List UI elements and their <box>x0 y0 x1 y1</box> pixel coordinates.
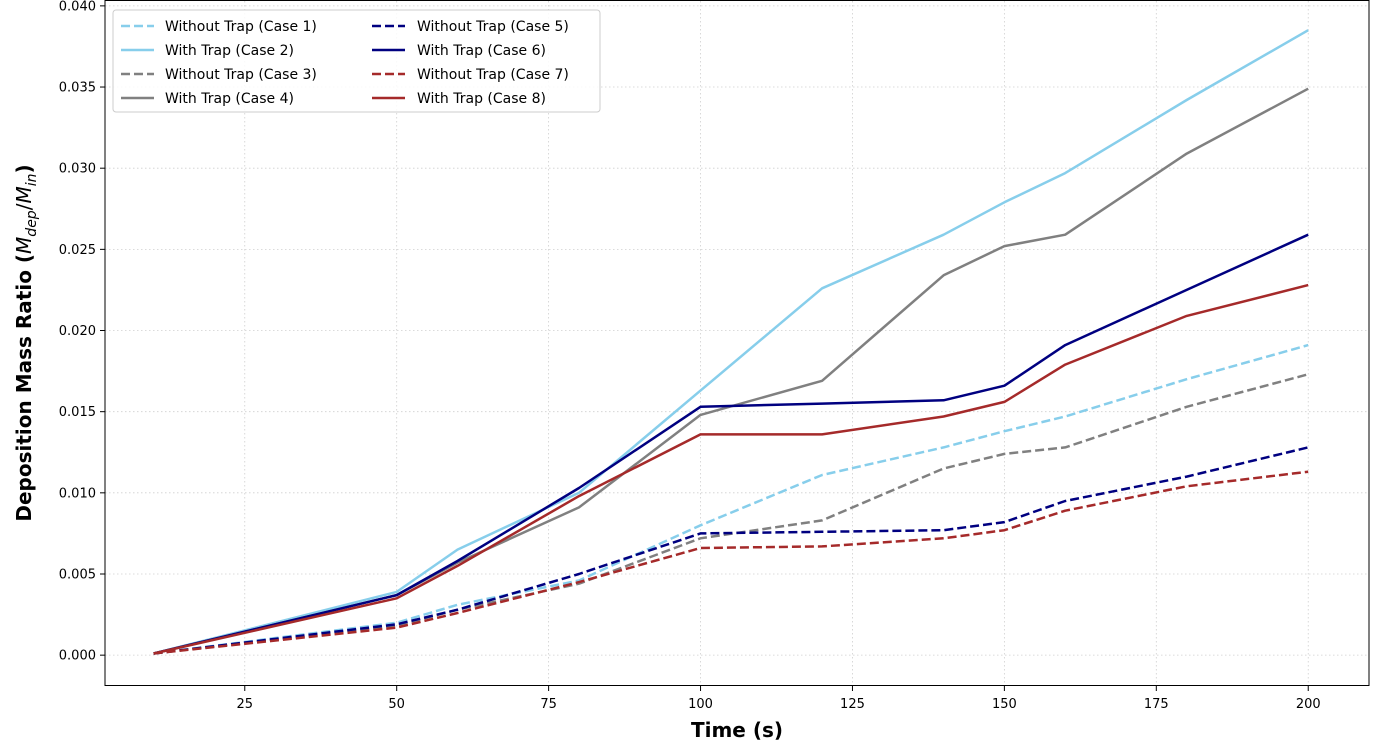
legend-label-case-6: With Trap (Case 6) <box>417 43 546 59</box>
legend-label-case-2: With Trap (Case 2) <box>165 43 294 59</box>
legend-entries: Without Trap (Case 1) With Trap (Case 2) W… <box>121 19 569 107</box>
plot-frame <box>104 0 1370 686</box>
y-tick-label: 0.000 <box>59 649 96 664</box>
y-axis-title-sub1: dep <box>24 210 40 237</box>
x-tick-label: 75 <box>540 697 557 712</box>
y-tick-label: 0.015 <box>59 405 96 420</box>
x-tick-label: 175 <box>1144 697 1169 712</box>
y-axis-title-sub2: in <box>24 174 40 187</box>
x-tick-label: 200 <box>1296 697 1321 712</box>
grid-lines <box>105 1 1369 686</box>
y-axis-title-slash: / <box>12 203 36 210</box>
x-axis-title: Time (s) <box>691 718 783 742</box>
x-tick-label: 100 <box>688 697 713 712</box>
y-tick-label: 0.010 <box>59 486 96 501</box>
x-tick-label: 50 <box>388 697 405 712</box>
y-axis-title-close: ) <box>12 164 36 173</box>
x-axis: 25 50 75 100 125 150 175 200 <box>236 686 1321 712</box>
legend-label-case-7: Without Trap (Case 7) <box>417 67 569 83</box>
series-line-case-1 <box>153 343 1309 655</box>
series-line-case-5 <box>153 446 1309 655</box>
y-tick-label: 0.035 <box>59 81 96 96</box>
series-line-case-7 <box>153 470 1309 655</box>
legend: Without Trap (Case 1) With Trap (Case 2) W… <box>112 9 601 113</box>
y-axis-title: Deposition Mass Ratio (Mdep/Min) <box>12 164 40 521</box>
series-lines <box>153 29 1309 655</box>
series-line-case-8 <box>153 283 1309 655</box>
legend-label-case-1: Without Trap (Case 1) <box>165 19 317 35</box>
legend-label-case-5: Without Trap (Case 5) <box>417 19 569 35</box>
legend-label-case-3: Without Trap (Case 3) <box>165 67 317 83</box>
x-tick-label: 125 <box>840 697 865 712</box>
x-tick-label: 150 <box>992 697 1017 712</box>
y-axis-title-m1: M <box>12 237 36 254</box>
y-tick-label: 0.040 <box>59 0 96 14</box>
legend-label-case-4: With Trap (Case 4) <box>165 91 294 107</box>
y-axis-title-m2: M <box>12 186 36 203</box>
y-tick-label: 0.025 <box>59 243 96 258</box>
series-line-case-6 <box>153 233 1309 655</box>
y-tick-label: 0.030 <box>59 162 96 177</box>
y-axis-title-main: Deposition Mass Ratio ( <box>12 254 36 522</box>
series-line-case-2 <box>153 29 1309 655</box>
y-tick-label: 0.020 <box>59 324 96 339</box>
y-axis: 0.000 0.005 0.010 0.015 0.020 0.025 0.030 0.035… <box>59 0 105 664</box>
legend-frame <box>112 9 601 113</box>
legend-label-case-8: With Trap (Case 8) <box>417 91 546 107</box>
x-tick-label: 25 <box>236 697 253 712</box>
y-tick-label: 0.005 <box>59 567 96 582</box>
